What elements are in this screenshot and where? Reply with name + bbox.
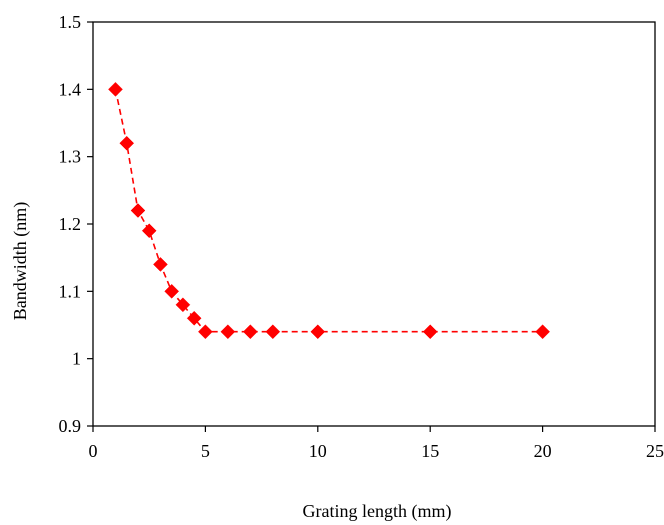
data-point: [243, 324, 258, 340]
data-point: [119, 135, 135, 151]
data-point: [535, 324, 550, 340]
data-series: [108, 81, 550, 340]
data-point: [153, 257, 168, 272]
y-tick-label: 1.2: [59, 214, 82, 234]
y-axis: 0.9 1 1.1 1.2 1.3 1.4 1.5: [59, 12, 93, 436]
y-tick-label: 1.1: [59, 281, 82, 301]
x-tick-label: 15: [421, 441, 439, 461]
data-point: [422, 324, 438, 340]
y-tick-label: 1.4: [59, 79, 82, 99]
y-tick-label: 1.3: [59, 147, 82, 167]
plot-frame: [92, 21, 656, 427]
data-point: [186, 310, 202, 326]
y-tick-label: 1: [72, 349, 81, 369]
x-axis-title: Grating length (mm): [303, 501, 452, 522]
data-point: [130, 203, 146, 218]
x-tick-label: 10: [309, 441, 327, 461]
x-tick-label: 20: [534, 441, 552, 461]
x-tick-label: 25: [646, 441, 664, 461]
data-point: [164, 283, 180, 299]
data-point: [265, 324, 281, 340]
data-point: [310, 324, 326, 340]
series-line: [114, 89, 543, 333]
x-tick-label: 0: [89, 441, 98, 461]
data-point: [175, 297, 191, 313]
x-tick-label: 5: [201, 441, 210, 461]
y-axis-title: Bandwidth (nm): [10, 202, 31, 321]
y-tick-label: 1.5: [59, 12, 82, 32]
y-tick-label: 0.9: [59, 416, 82, 436]
plot-area: [92, 21, 656, 427]
data-point: [198, 324, 213, 340]
data-point: [141, 223, 157, 239]
data-point: [108, 81, 123, 97]
x-axis: 0 5 10 15 20 25: [89, 426, 664, 461]
data-point: [220, 324, 236, 340]
